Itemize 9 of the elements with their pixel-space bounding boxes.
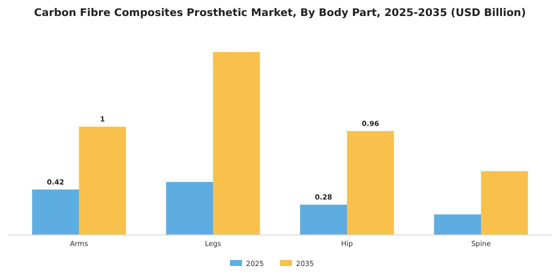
chart-title: Carbon Fibre Composites Prosthetic Market, By Body Part, 2025-2035 (USD Billion)	[34, 7, 526, 19]
bar	[213, 52, 260, 235]
bar	[166, 182, 213, 235]
bar	[347, 131, 394, 235]
bar	[79, 126, 126, 235]
bar	[32, 190, 79, 235]
bar	[434, 214, 481, 235]
bar	[300, 204, 347, 235]
bar	[481, 171, 528, 235]
